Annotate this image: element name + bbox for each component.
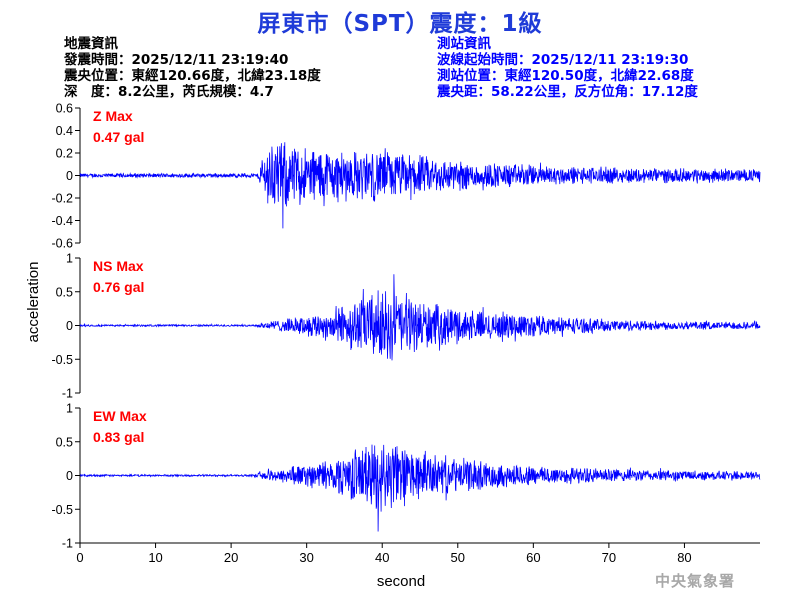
y-tick-label: -0.6: [51, 237, 73, 251]
waveform-z: [79, 142, 761, 229]
y-tick-label: 0: [66, 469, 73, 483]
panel-ew: 1 0.5 0 -0.5 -1 EW Max 0.83 gal: [51, 402, 761, 551]
depth-magnitude: 深 度：8.2公里，芮氏規模：4.7: [64, 84, 274, 100]
y-tick-label: 0: [66, 169, 73, 183]
x-tick-label: 40: [375, 550, 389, 565]
x-tick-label: 50: [451, 550, 465, 565]
panel-z: 0.6 0.4 0.2 0 -0.2 -0.4 -0.6 Z Max 0.47 gal: [51, 102, 761, 251]
y-tick-label: -0.2: [51, 192, 73, 206]
y-tick-label: 0: [66, 319, 73, 333]
x-tick-label: 0: [76, 550, 83, 565]
x-tick-label: 10: [148, 550, 162, 565]
station-info-heading: 測站資訊: [437, 36, 491, 52]
cwa-watermark: 中央氣象署: [655, 572, 736, 590]
x-axis: 0 10 20 30 40 50 60 70 80: [76, 542, 760, 565]
max-value-ew: 0.83 gal: [93, 429, 144, 445]
epicenter-location: 震央位置：東經120.66度，北緯23.18度: [64, 68, 321, 84]
earthquake-info: 地震資訊 發震時間：2025/12/11 23:19:40 震央位置：東經120…: [64, 36, 321, 100]
y-axis-label: acceleration: [25, 262, 42, 343]
distance-azimuth: 震央距：58.22公里，反方位角：17.12度: [437, 84, 698, 100]
station-location: 測站位置：東經120.50度，北緯22.68度: [437, 68, 694, 84]
earthquake-info-heading: 地震資訊: [64, 36, 118, 52]
waveform-ew: [80, 444, 761, 532]
x-tick-label: 20: [224, 550, 238, 565]
max-label-z: Z Max: [93, 108, 133, 124]
y-tick-label: -1: [62, 537, 73, 551]
origin-time: 發震時間：2025/12/11 23:19:40: [64, 52, 289, 68]
station-info: 測站資訊 波線起始時間：2025/12/11 23:19:30 測站位置：東經1…: [437, 36, 698, 100]
panel-ns: 1 0.5 0 -0.5 -1 NS Max 0.76 gal: [51, 252, 761, 401]
page-title: 屏東市（SPT）震度：1級: [257, 11, 543, 37]
y-tick-label: 0.2: [56, 147, 73, 161]
y-tick-label: 1: [66, 402, 73, 416]
x-tick-label: 60: [526, 550, 540, 565]
x-tick-label: 30: [299, 550, 313, 565]
max-label-ns: NS Max: [93, 258, 144, 274]
y-tick-label: 0.4: [56, 124, 73, 138]
x-tick-label: 70: [602, 550, 616, 565]
waveform-ns: [79, 274, 761, 361]
y-tick-label: 0.6: [56, 102, 73, 116]
y-tick-label: 0.5: [56, 435, 73, 449]
y-tick-label: -1: [62, 387, 73, 401]
y-tick-label: 0.5: [56, 285, 73, 299]
max-label-ew: EW Max: [93, 408, 147, 424]
y-tick-label: -0.4: [51, 214, 73, 228]
y-tick-label: 1: [66, 252, 73, 266]
wave-start-time: 波線起始時間：2025/12/11 23:19:30: [437, 52, 689, 68]
y-tick-label: -0.5: [51, 353, 73, 367]
x-axis-label: second: [377, 573, 425, 590]
max-value-ns: 0.76 gal: [93, 279, 144, 295]
x-tick-label: 80: [677, 550, 691, 565]
y-tick-label: -0.5: [51, 503, 73, 517]
max-value-z: 0.47 gal: [93, 129, 144, 145]
